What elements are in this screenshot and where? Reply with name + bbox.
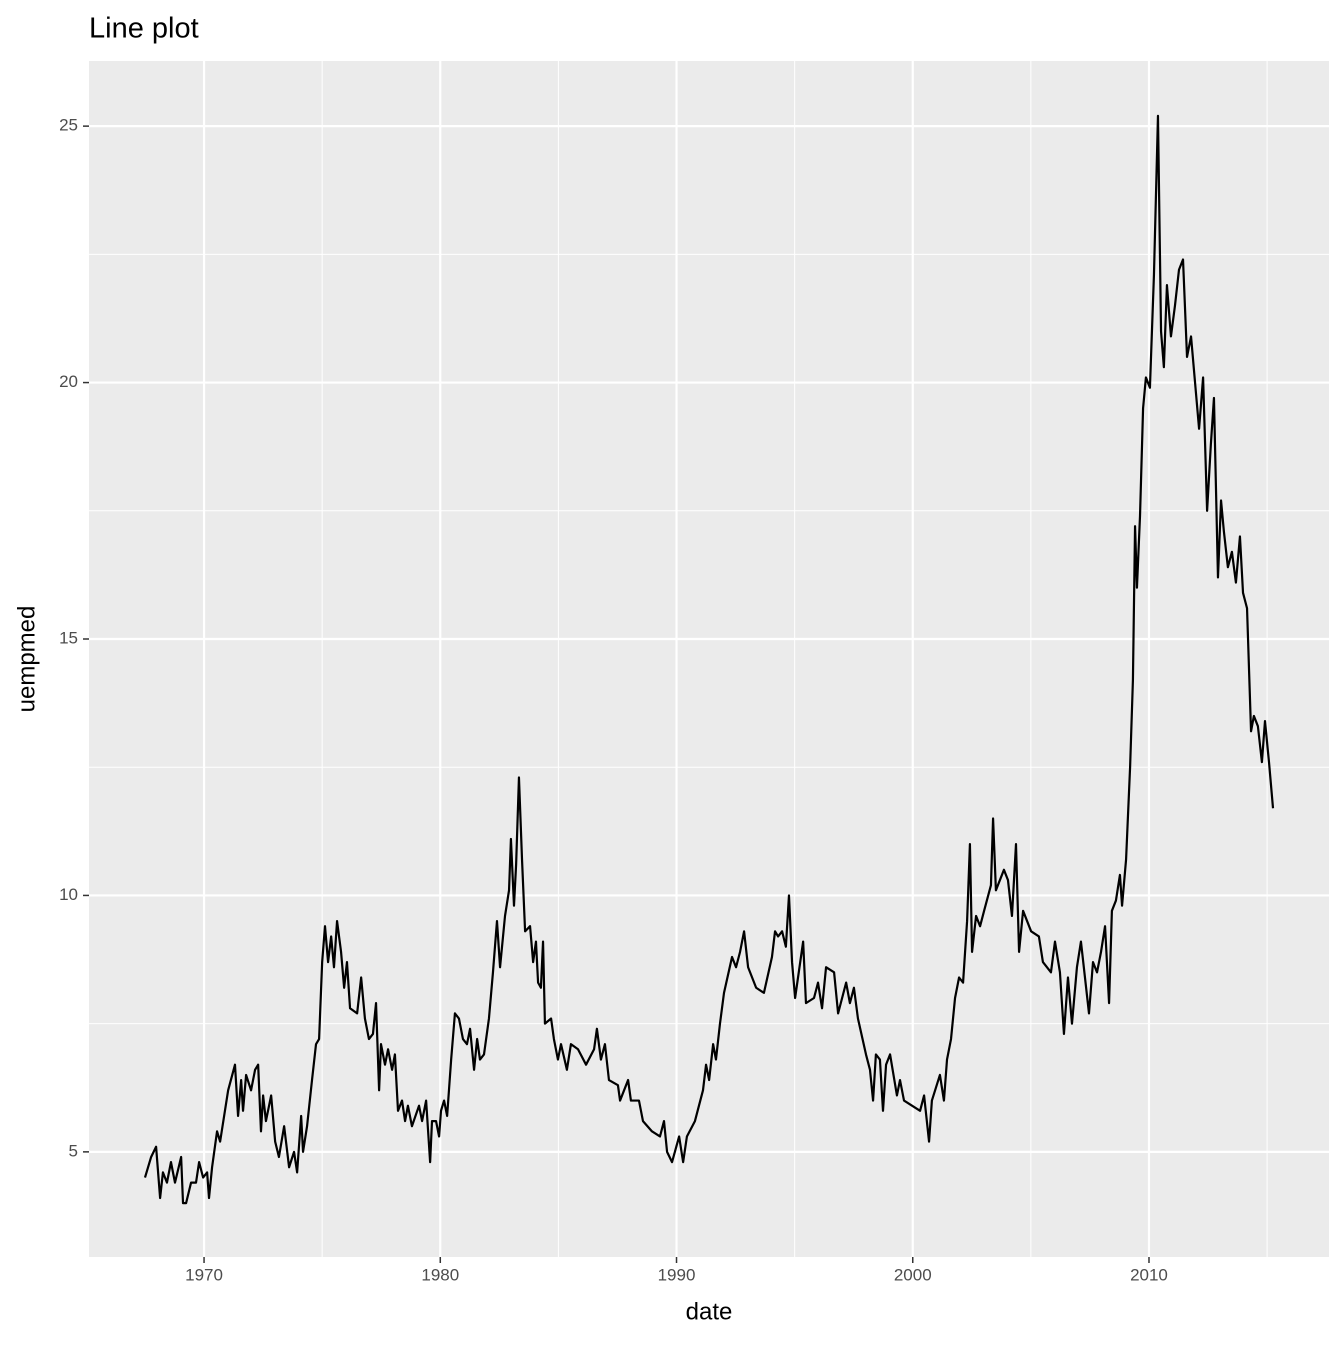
x-tick-label: 1970 bbox=[185, 1265, 223, 1284]
y-tick-label: 10 bbox=[59, 885, 78, 904]
line bbox=[143, 114, 1275, 1205]
x-tick-label: 2000 bbox=[894, 1265, 932, 1284]
y-tick-label: 15 bbox=[59, 628, 78, 647]
panel bbox=[89, 61, 1329, 1257]
x-tick-label: 1990 bbox=[658, 1265, 696, 1284]
y-axis-title: uempmed bbox=[13, 606, 40, 713]
x-tick-label: 2010 bbox=[1130, 1265, 1168, 1284]
x-tick-label: 1980 bbox=[421, 1265, 459, 1284]
y-tick-label: 5 bbox=[69, 1141, 78, 1160]
y-tick-label: 20 bbox=[59, 372, 78, 391]
y-tick-label: 25 bbox=[59, 116, 78, 135]
chart-title: Line plot bbox=[89, 13, 199, 45]
x-axis-title: date bbox=[686, 1298, 733, 1325]
